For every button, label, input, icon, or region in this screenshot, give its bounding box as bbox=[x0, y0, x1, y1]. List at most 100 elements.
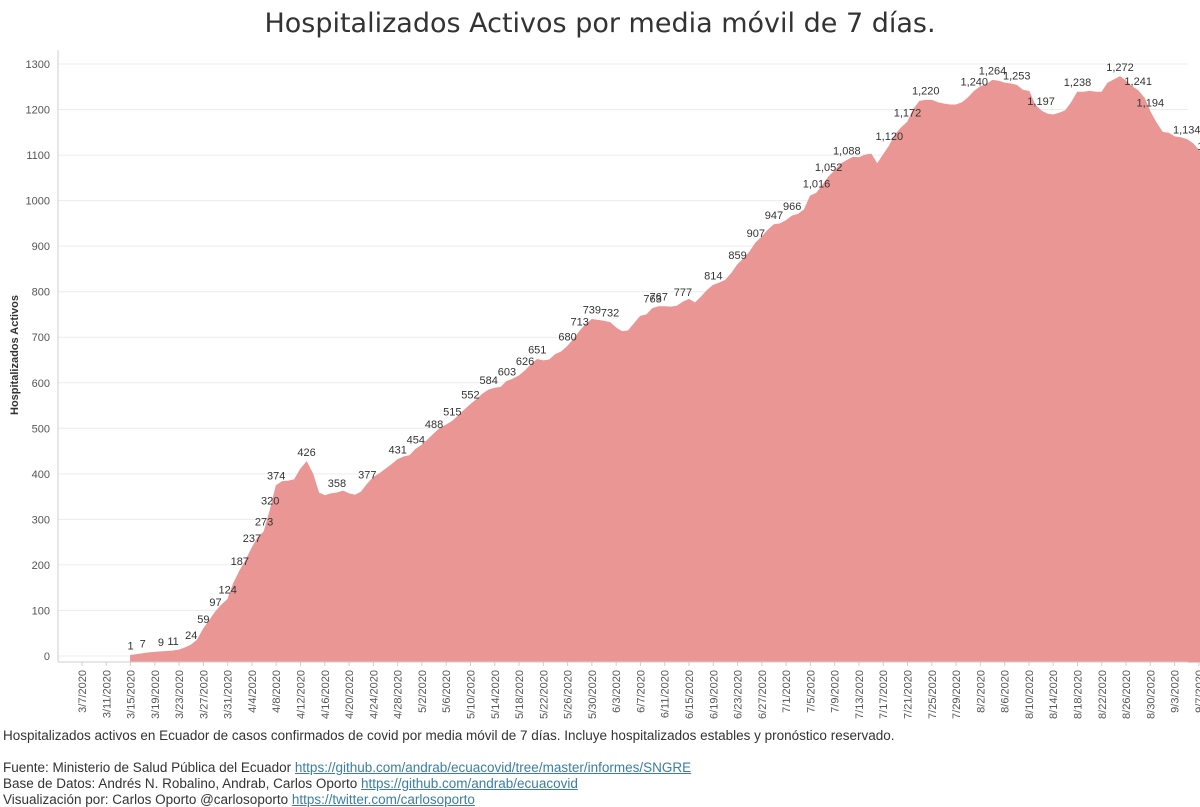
x-tick-label: 8/26/2020 bbox=[1121, 670, 1133, 719]
data-label: 1,241 bbox=[1124, 76, 1152, 88]
data-label: 739 bbox=[583, 304, 601, 316]
data-label: 1,197 bbox=[1027, 96, 1055, 108]
x-tick-label: 5/2/2020 bbox=[417, 670, 429, 713]
y-tick-label: 1300 bbox=[26, 59, 50, 71]
data-label: 1,238 bbox=[1064, 77, 1092, 89]
x-tick-label: 4/4/2020 bbox=[247, 670, 259, 713]
data-label: 1,272 bbox=[1106, 62, 1134, 74]
chart-area: 0 100 200 300 400 500 600 700 800 900 1000 1100 1200… bbox=[9, 50, 1200, 719]
data-label: 859 bbox=[728, 250, 746, 262]
source-label: Fuente: Ministerio de Salud Pública del … bbox=[3, 760, 295, 775]
x-tick-label: 7/5/2020 bbox=[805, 670, 817, 713]
data-label: 431 bbox=[388, 445, 406, 457]
x-tick-label: 7/17/2020 bbox=[878, 670, 890, 719]
x-tick-label: 8/18/2020 bbox=[1072, 670, 1084, 719]
data-label: 1,253 bbox=[1003, 70, 1031, 82]
data-label: 1,264 bbox=[979, 65, 1007, 77]
data-label: 763 bbox=[643, 294, 661, 306]
area-series bbox=[130, 76, 1200, 663]
y-tick-label: 1200 bbox=[26, 105, 50, 117]
data-label: 907 bbox=[747, 228, 765, 240]
data-label: 732 bbox=[601, 308, 619, 320]
data-label: 1,220 bbox=[912, 85, 940, 97]
data-label: 713 bbox=[571, 316, 589, 328]
data-label: 9 bbox=[158, 637, 164, 649]
y-tick-label: 700 bbox=[32, 332, 50, 344]
source-line: Fuente: Ministerio de Salud Pública del … bbox=[3, 760, 691, 775]
data-label: 273 bbox=[255, 517, 273, 529]
y-tick-label: 0 bbox=[44, 651, 50, 663]
x-tick-label: 5/18/2020 bbox=[514, 670, 526, 719]
twitter-link[interactable]: https://twitter.com/carlosoporto bbox=[291, 792, 475, 807]
data-label: 947 bbox=[765, 210, 783, 222]
x-tick-label: 7/21/2020 bbox=[903, 670, 915, 719]
data-label: 59 bbox=[197, 614, 209, 626]
x-tick-label: 9/7/2020 bbox=[1194, 670, 1200, 713]
data-label: 552 bbox=[461, 390, 479, 402]
x-tick-label: 3/23/2020 bbox=[174, 670, 186, 719]
x-tick-label: 6/19/2020 bbox=[708, 670, 720, 719]
x-tick-label: 8/14/2020 bbox=[1048, 670, 1060, 719]
x-tick-label: 4/28/2020 bbox=[393, 670, 405, 719]
x-tick-label: 7/13/2020 bbox=[854, 670, 866, 719]
y-tick-label: 300 bbox=[32, 514, 50, 526]
x-tick-label: 3/11/2020 bbox=[101, 670, 113, 718]
x-tick-label: 3/19/2020 bbox=[150, 670, 162, 719]
x-tick-label: 6/11/2020 bbox=[660, 670, 672, 718]
x-tick-label: 3/7/2020 bbox=[77, 670, 89, 713]
database-link[interactable]: https://github.com/andrab/ecuacovid bbox=[360, 776, 578, 791]
x-tick-label: 5/26/2020 bbox=[563, 670, 575, 719]
x-tick-label: 8/10/2020 bbox=[1024, 670, 1036, 719]
data-label: 603 bbox=[498, 366, 516, 378]
x-tick-label: 5/14/2020 bbox=[490, 670, 502, 719]
y-tick-label: 500 bbox=[32, 423, 50, 435]
x-tick-label: 5/30/2020 bbox=[587, 670, 599, 719]
y-tick-label: 800 bbox=[32, 287, 50, 299]
x-axis-ticks: 3/7/2020 3/11/2020 3/15/2020 3/19/2020 3/23/… bbox=[77, 662, 1200, 719]
data-label: 374 bbox=[267, 471, 285, 483]
y-axis-ticks: 0 100 200 300 400 500 600 700 800 900 1000 1100 1200… bbox=[26, 59, 50, 663]
source-link[interactable]: https://github.com/andrab/ecuacovid/tree… bbox=[294, 760, 692, 775]
data-label: 584 bbox=[480, 375, 498, 387]
y-tick-label: 400 bbox=[32, 469, 50, 481]
axes bbox=[57, 50, 1188, 663]
y-tick-label: 1100 bbox=[26, 150, 50, 162]
data-label: 1,194 bbox=[1137, 97, 1165, 109]
x-tick-label: 3/27/2020 bbox=[198, 670, 210, 719]
data-label: 97 bbox=[209, 597, 221, 609]
data-label: 377 bbox=[358, 469, 376, 481]
y-tick-label: 100 bbox=[32, 605, 50, 617]
y-tick-label: 200 bbox=[32, 560, 50, 572]
data-label: 358 bbox=[328, 478, 346, 490]
data-label: 426 bbox=[297, 447, 315, 459]
data-label: 1,240 bbox=[961, 76, 989, 88]
x-tick-label: 6/3/2020 bbox=[611, 670, 623, 713]
data-label: 187 bbox=[231, 556, 249, 568]
data-label: 1,134 bbox=[1173, 125, 1200, 137]
x-tick-label: 6/15/2020 bbox=[684, 670, 696, 719]
data-label: 767 bbox=[649, 292, 667, 304]
x-tick-label: 4/16/2020 bbox=[320, 670, 332, 719]
data-label: 966 bbox=[783, 201, 801, 213]
data-label: 124 bbox=[219, 585, 237, 597]
data-label: 515 bbox=[443, 406, 461, 418]
y-tick-label: 1000 bbox=[26, 196, 50, 208]
visualization-line: Visualización por: Carlos Oporto @carlos… bbox=[3, 792, 475, 807]
x-tick-label: 7/29/2020 bbox=[951, 670, 963, 719]
visualization-label: Visualización por: Carlos Oporto @carlos… bbox=[3, 792, 292, 807]
data-label: 320 bbox=[261, 495, 279, 507]
data-label: 651 bbox=[528, 345, 546, 357]
data-label: 680 bbox=[558, 331, 576, 343]
x-tick-label: 9/3/2020 bbox=[1170, 670, 1182, 713]
data-label: 237 bbox=[243, 533, 261, 545]
x-tick-label: 4/8/2020 bbox=[271, 670, 283, 713]
chart-title: Hospitalizados Activos por media móvil d… bbox=[264, 8, 936, 39]
y-tick-label: 900 bbox=[32, 241, 50, 253]
y-tick-label: 600 bbox=[32, 378, 50, 390]
x-tick-label: 5/22/2020 bbox=[538, 670, 550, 719]
x-tick-label: 6/7/2020 bbox=[635, 670, 647, 713]
x-tick-label: 4/20/2020 bbox=[344, 670, 356, 719]
x-tick-label: 7/9/2020 bbox=[830, 670, 842, 713]
x-tick-label: 8/30/2020 bbox=[1145, 670, 1157, 719]
